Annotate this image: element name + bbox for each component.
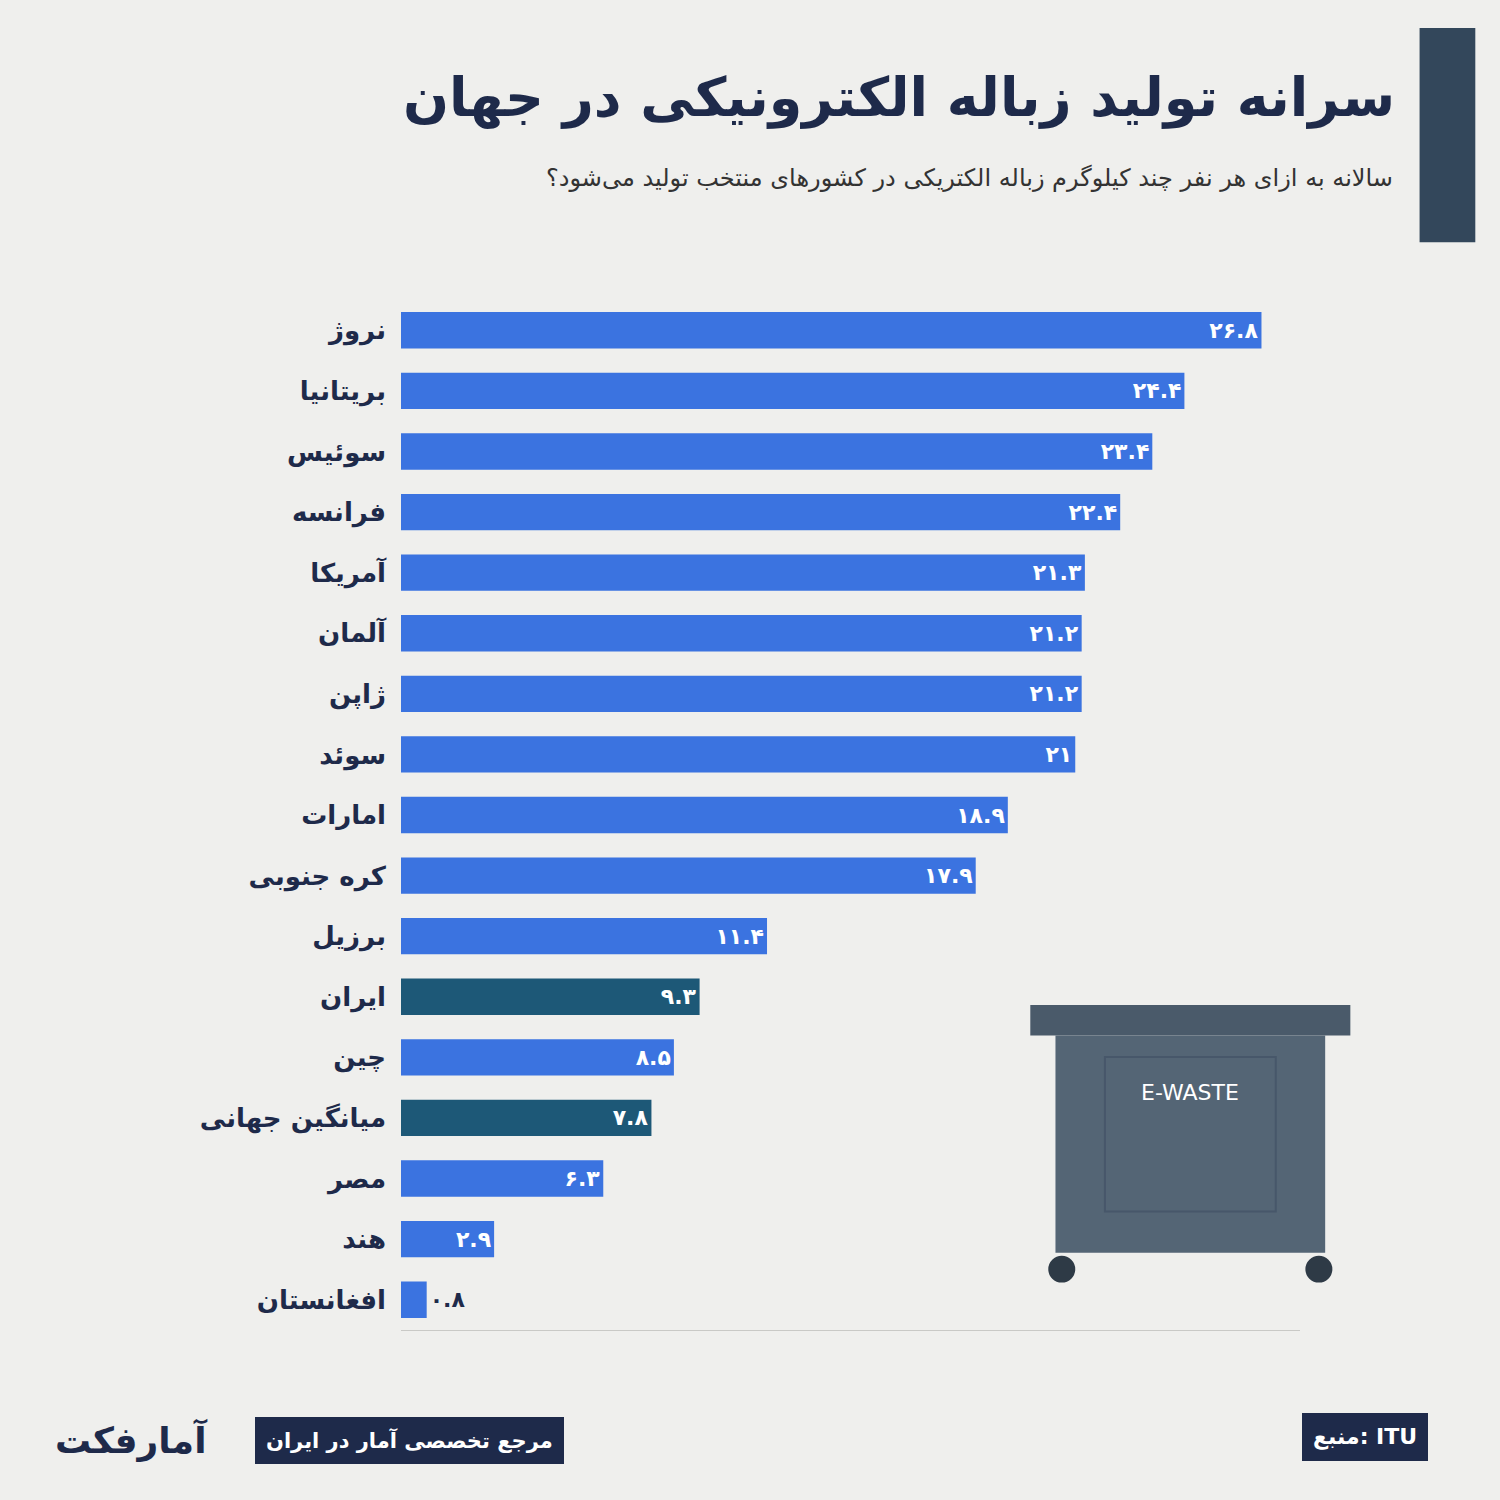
svg-text:۲۱.۲: ۲۱.۲ [1029, 681, 1078, 706]
svg-text:افغانستان: افغانستان [257, 1285, 386, 1315]
svg-text:ژاپن: ژاپن [329, 679, 386, 710]
svg-text:چین: چین [333, 1042, 386, 1073]
svg-text:۲۱.۳: ۲۱.۳ [1033, 560, 1082, 585]
svg-text:فرانسه: فرانسه [292, 497, 386, 528]
svg-text:۲۶.۸: ۲۶.۸ [1209, 318, 1258, 343]
svg-text:E-WASTE: E-WASTE [1141, 1080, 1239, 1105]
svg-text:۲.۹: ۲.۹ [456, 1227, 491, 1252]
svg-text:۲۱: ۲۱ [1045, 742, 1072, 767]
svg-text:۰.۸: ۰.۸ [430, 1287, 466, 1312]
svg-text:۷.۸: ۷.۸ [613, 1105, 649, 1130]
svg-text:آمریکا: آمریکا [310, 557, 387, 589]
svg-text:سوئد: سوئد [319, 740, 386, 771]
svg-text:۲۳.۴: ۲۳.۴ [1101, 439, 1150, 464]
svg-text:۲۴.۴: ۲۴.۴ [1133, 378, 1182, 403]
svg-text:بریتانیا: بریتانیا [300, 376, 386, 407]
svg-text:منبع: ITU: منبع: ITU [1313, 1424, 1417, 1450]
svg-text:هند: هند [342, 1224, 386, 1254]
svg-text:۱۱.۴: ۱۱.۴ [715, 924, 764, 949]
svg-text:۶.۳: ۶.۳ [564, 1166, 600, 1191]
svg-text:۹.۳: ۹.۳ [661, 984, 697, 1009]
svg-text:۸.۵: ۸.۵ [636, 1045, 671, 1070]
svg-text:۲۲.۴: ۲۲.۴ [1069, 500, 1118, 525]
svg-text:مصر: مصر [326, 1164, 386, 1195]
svg-text:آلمان: آلمان [318, 617, 387, 648]
svg-text:سرانه تولید زباله الکترونیکی د: سرانه تولید زباله الکترونیکی در جهان [403, 66, 1395, 129]
svg-text:۱۸.۹: ۱۸.۹ [956, 803, 1005, 828]
svg-text:امارات: امارات [301, 800, 386, 830]
svg-text:آمارفکت: آمارفکت [55, 1418, 208, 1462]
svg-text:کره جنوبی: کره جنوبی [249, 861, 387, 892]
svg-text:۲۱.۲: ۲۱.۲ [1029, 621, 1078, 646]
svg-text:مرجع تخصصی آمار در ایران: مرجع تخصصی آمار در ایران [266, 1428, 553, 1453]
svg-text:سوئیس: سوئیس [287, 437, 386, 468]
svg-text:ایران: ایران [320, 982, 386, 1013]
svg-text:برزیل: برزیل [312, 921, 386, 952]
svg-text:میانگین جهانی: میانگین جهانی [200, 1103, 386, 1134]
svg-text:۱۷.۹: ۱۷.۹ [924, 863, 973, 888]
svg-text:سالانه به ازای هر نفر چند کیلو: سالانه به ازای هر نفر چند کیلوگرم زباله … [546, 164, 1393, 192]
svg-text:نروژ: نروژ [327, 315, 386, 346]
